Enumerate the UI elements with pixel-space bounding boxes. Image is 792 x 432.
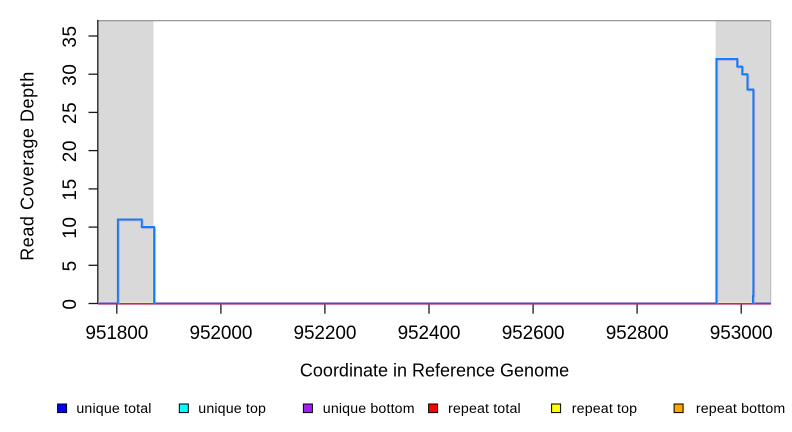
svg-text:952400: 952400: [398, 323, 461, 344]
svg-text:25: 25: [60, 102, 81, 124]
svg-text:0: 0: [60, 298, 81, 309]
svg-text:30: 30: [60, 64, 81, 86]
svg-text:952800: 952800: [606, 323, 669, 344]
svg-text:5: 5: [60, 260, 81, 271]
svg-text:repeat top: repeat top: [572, 401, 637, 417]
svg-text:10: 10: [60, 216, 81, 238]
svg-text:unique top: unique top: [198, 401, 266, 417]
svg-text:952000: 952000: [189, 323, 252, 344]
svg-text:unique total: unique total: [76, 401, 151, 417]
svg-text:953000: 953000: [710, 323, 773, 344]
svg-text:35: 35: [60, 25, 81, 47]
svg-text:952200: 952200: [293, 323, 356, 344]
svg-text:952600: 952600: [502, 323, 565, 344]
svg-text:Read Coverage Depth: Read Coverage Depth: [18, 71, 38, 261]
svg-text:951800: 951800: [85, 323, 148, 344]
svg-text:20: 20: [60, 140, 81, 162]
svg-text:Coordinate in Reference Genome: Coordinate in Reference Genome: [300, 361, 569, 381]
svg-text:unique bottom: unique bottom: [323, 401, 415, 417]
svg-text:repeat total: repeat total: [448, 401, 521, 417]
svg-text:repeat bottom: repeat bottom: [696, 401, 786, 417]
svg-text:15: 15: [60, 178, 81, 200]
